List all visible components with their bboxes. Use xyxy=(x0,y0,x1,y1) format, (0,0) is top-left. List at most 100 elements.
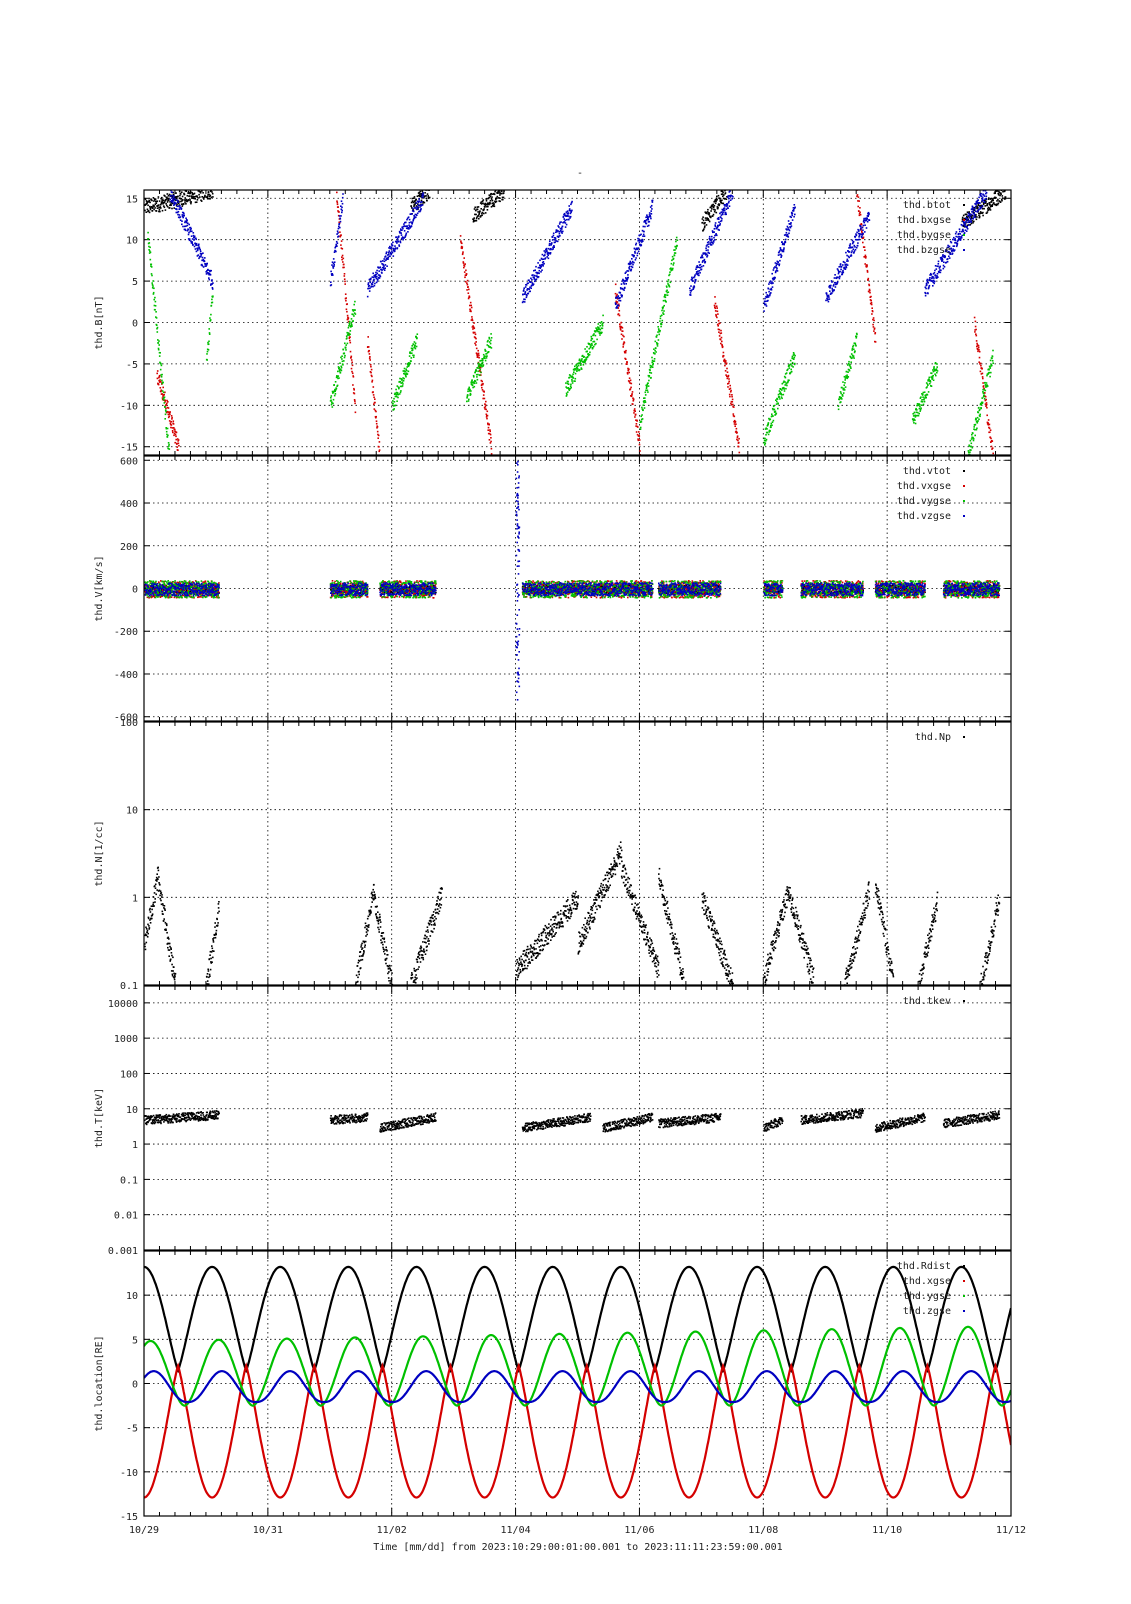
data-point xyxy=(1002,195,1004,197)
data-point xyxy=(192,243,194,245)
data-point xyxy=(478,218,480,220)
data-point xyxy=(635,257,637,259)
data-point xyxy=(718,217,720,219)
data-point xyxy=(627,277,629,279)
data-point xyxy=(534,269,536,271)
data-point xyxy=(337,385,339,387)
data-point xyxy=(462,246,464,248)
data-point xyxy=(341,207,343,209)
data-point xyxy=(791,215,793,217)
data-point xyxy=(723,194,725,196)
data-point xyxy=(766,439,768,441)
data-point xyxy=(780,391,782,393)
data-point xyxy=(372,273,374,275)
data-point xyxy=(854,350,856,352)
data-point xyxy=(848,376,850,378)
data-point xyxy=(976,216,978,218)
data-point xyxy=(481,381,483,383)
data-point xyxy=(981,207,983,209)
data-point xyxy=(721,332,723,334)
data-point xyxy=(846,371,848,373)
data-point xyxy=(643,231,645,233)
data-point xyxy=(535,266,537,268)
data-point xyxy=(776,413,778,415)
data-point xyxy=(154,309,156,311)
data-point xyxy=(987,385,989,387)
data-point xyxy=(417,195,419,197)
data-point xyxy=(700,267,702,269)
data-point xyxy=(379,449,381,451)
data-point xyxy=(857,229,859,231)
data-point xyxy=(424,202,426,204)
data-point xyxy=(370,281,372,283)
data-point xyxy=(208,277,210,279)
data-point xyxy=(339,223,341,225)
data-point xyxy=(787,369,789,371)
data-point xyxy=(412,222,414,224)
data-point xyxy=(943,268,945,270)
data-point xyxy=(873,330,875,332)
data-point xyxy=(542,265,544,267)
data-point xyxy=(716,199,718,201)
data-point xyxy=(173,195,175,197)
data-point xyxy=(927,394,929,396)
data-point xyxy=(403,378,405,380)
data-point xyxy=(212,193,214,195)
data-point xyxy=(156,373,158,375)
data-point xyxy=(350,342,352,344)
data-point xyxy=(212,282,214,284)
data-point xyxy=(691,289,693,291)
data-point xyxy=(786,372,788,374)
data-point xyxy=(985,198,987,200)
data-point xyxy=(171,415,173,417)
data-point xyxy=(172,432,174,434)
panel-2: -600-400-2000200400600thd.V[km/s]thd.vto… xyxy=(94,456,1011,724)
data-point xyxy=(933,277,935,279)
data-point xyxy=(466,289,468,291)
data-point xyxy=(651,372,653,374)
data-point xyxy=(862,242,864,244)
data-point xyxy=(643,226,645,228)
data-point xyxy=(167,206,169,208)
data-point xyxy=(534,275,536,277)
data-point xyxy=(649,375,651,377)
legend-label: thd.bzgse xyxy=(897,245,951,256)
data-point xyxy=(190,203,192,205)
data-point xyxy=(411,352,413,354)
data-point xyxy=(193,239,195,241)
data-point xyxy=(851,349,853,351)
data-point xyxy=(663,313,665,315)
data-point xyxy=(338,377,340,379)
data-point xyxy=(708,244,710,246)
data-point xyxy=(780,247,782,249)
data-point xyxy=(382,260,384,262)
data-point xyxy=(992,362,994,364)
data-point xyxy=(954,245,956,247)
data-point xyxy=(523,289,525,291)
data-point xyxy=(853,248,855,250)
data-point xyxy=(997,199,999,201)
data-point xyxy=(399,245,401,247)
data-point xyxy=(468,387,470,389)
data-point xyxy=(552,236,554,238)
data-point xyxy=(420,191,422,193)
data-point xyxy=(375,411,377,413)
data-point xyxy=(354,393,356,395)
data-point xyxy=(179,205,181,207)
data-point xyxy=(767,424,769,426)
data-point xyxy=(736,432,738,434)
data-point xyxy=(632,267,634,269)
data-point xyxy=(867,271,869,273)
y-tick-label: -200 xyxy=(114,627,138,638)
data-point xyxy=(779,250,781,252)
data-point xyxy=(475,338,477,340)
data-point xyxy=(860,226,862,228)
y-tick-label: 0 xyxy=(132,319,138,330)
data-point xyxy=(791,371,793,373)
data-point xyxy=(195,239,197,241)
data-point xyxy=(416,214,418,216)
data-point xyxy=(161,365,163,367)
data-point xyxy=(932,377,934,379)
data-point xyxy=(160,363,162,365)
data-point xyxy=(849,245,851,247)
